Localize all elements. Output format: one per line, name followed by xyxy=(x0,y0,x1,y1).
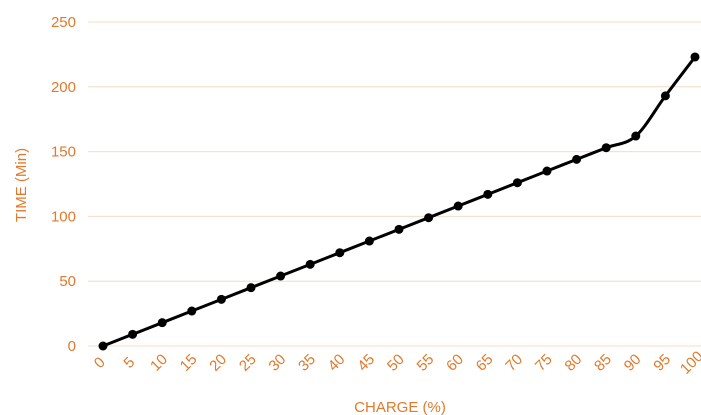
x-tick-label: 65 xyxy=(473,351,497,375)
x-tick-label: 0 xyxy=(91,354,109,372)
data-point xyxy=(364,236,374,246)
x-tick-label: 60 xyxy=(443,351,467,375)
data-point xyxy=(128,329,138,339)
x-tick-label: 80 xyxy=(562,351,586,375)
data-point xyxy=(453,201,463,211)
x-tick-labels: 0 5 10 15 20 25 30 35 40 45 50 55 60 65 70 75 80 85 90 95 10… xyxy=(91,348,701,378)
x-tick-label: 15 xyxy=(177,351,201,375)
data-point xyxy=(187,306,197,316)
x-tick-label: 55 xyxy=(414,351,438,375)
x-tick-label: 5 xyxy=(120,354,138,372)
y-tick-label: 250 xyxy=(51,14,76,31)
x-tick-label: 30 xyxy=(266,351,290,375)
data-point xyxy=(335,248,345,258)
x-tick-label: 75 xyxy=(532,351,556,375)
data-point xyxy=(572,154,582,164)
x-tick-label: 40 xyxy=(325,351,349,375)
y-tick-label: 0 xyxy=(68,338,76,355)
data-point xyxy=(542,166,552,176)
data-point xyxy=(483,189,493,199)
data-point xyxy=(276,271,286,281)
data-point xyxy=(424,213,434,223)
data-point xyxy=(157,318,167,328)
data-point xyxy=(601,143,611,153)
data-point xyxy=(660,91,670,101)
x-tick-label: 95 xyxy=(650,351,674,375)
data-point xyxy=(246,283,256,293)
y-axis-title: TIME (Min) xyxy=(13,148,30,222)
data-point xyxy=(394,224,404,234)
x-tick-label: 20 xyxy=(206,351,230,375)
data-point xyxy=(512,178,522,188)
y-tick-label: 100 xyxy=(51,208,76,225)
data-point xyxy=(305,259,315,269)
x-tick-label: 70 xyxy=(502,351,526,375)
data-point xyxy=(98,341,108,351)
y-tick-label: 150 xyxy=(51,144,76,161)
x-tick-label: 10 xyxy=(147,351,171,375)
x-tick-label: 50 xyxy=(384,351,408,375)
y-tick-label: 50 xyxy=(59,273,76,290)
data-point xyxy=(631,131,641,141)
y-tick-label: 200 xyxy=(51,79,76,96)
x-tick-label: 90 xyxy=(621,351,645,375)
x-tick-label: 25 xyxy=(236,351,260,375)
y-tick-labels: 0 50 100 150 200 250 xyxy=(51,14,76,355)
gridlines xyxy=(88,21,701,347)
x-tick-label: 100 xyxy=(677,348,701,378)
x-tick-label: 45 xyxy=(354,351,378,375)
series-group xyxy=(98,52,700,351)
series-line xyxy=(102,56,697,348)
x-axis-title: CHARGE (%) xyxy=(354,399,446,415)
x-tick-label: 85 xyxy=(591,351,615,375)
x-tick-label: 35 xyxy=(295,351,319,375)
data-point xyxy=(216,294,226,304)
data-point xyxy=(690,52,700,62)
